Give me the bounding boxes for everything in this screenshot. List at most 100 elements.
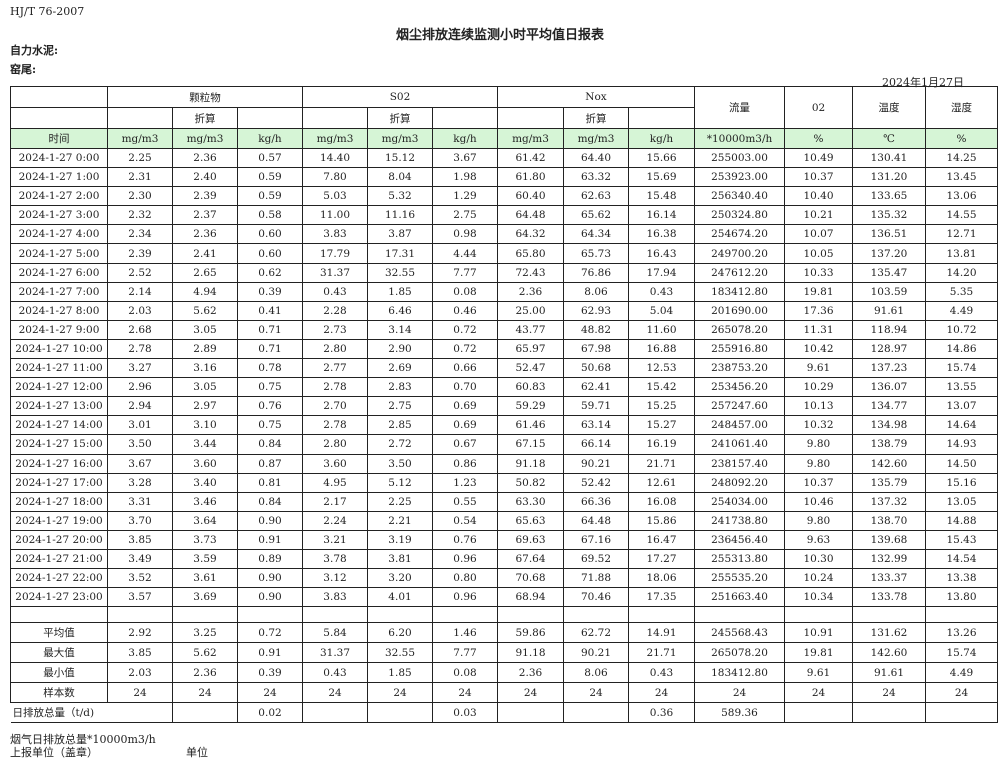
header-row-converted: 折算 折算 折算 bbox=[10, 107, 998, 129]
cell: 2.92 bbox=[107, 622, 173, 644]
table-row: 2024-1-27 12:00 2.96 3.05 0.75 2.78 2.83 0.70 6… bbox=[10, 377, 998, 398]
cell: 13.05 bbox=[925, 491, 998, 512]
cell: 0.70 bbox=[432, 377, 498, 398]
cell: 0.36 bbox=[628, 702, 695, 724]
cell: 8.06 bbox=[563, 662, 629, 684]
header-blank bbox=[237, 107, 303, 129]
row-label: 2024-1-27 13:00 bbox=[10, 396, 108, 417]
cell: 3.81 bbox=[367, 548, 433, 570]
cell: 3.52 bbox=[107, 568, 173, 589]
cell: 17.79 bbox=[302, 243, 368, 264]
cell: 255916.80 bbox=[694, 338, 785, 360]
cell: 14.91 bbox=[628, 622, 695, 644]
cell: 14.64 bbox=[925, 415, 998, 436]
cell: 2.96 bbox=[107, 377, 173, 398]
cell: 10.46 bbox=[784, 491, 853, 512]
cell: 0.43 bbox=[628, 281, 695, 302]
cell: 142.60 bbox=[852, 642, 926, 664]
cell: 2.77 bbox=[302, 358, 368, 379]
cell: 16.88 bbox=[628, 338, 695, 360]
cell: 14.86 bbox=[925, 338, 998, 360]
cell: 24 bbox=[563, 682, 629, 704]
row-label: 2024-1-27 17:00 bbox=[10, 472, 108, 493]
cell: 62.41 bbox=[563, 377, 629, 398]
cell: 2.36 bbox=[497, 281, 564, 302]
cell bbox=[628, 606, 695, 624]
cell: 59.29 bbox=[497, 396, 564, 417]
cell: 3.28 bbox=[107, 472, 173, 493]
cell: 24 bbox=[172, 682, 238, 704]
cell: 68.94 bbox=[497, 587, 564, 608]
row-label: 最大值 bbox=[10, 642, 108, 664]
cell: 2.78 bbox=[302, 415, 368, 436]
cell: 9.80 bbox=[784, 510, 853, 531]
company-label: 自力水泥: bbox=[10, 44, 59, 57]
cell: 255003.00 bbox=[694, 147, 785, 169]
cell bbox=[563, 702, 629, 724]
cell: 2.52 bbox=[107, 262, 173, 283]
cell: 91.61 bbox=[852, 300, 926, 321]
table-row: 2024-1-27 1:00 2.31 2.40 0.59 7.80 8.04 1.98 61… bbox=[10, 167, 998, 188]
cell: mg/m3 bbox=[497, 128, 564, 149]
cell: 103.59 bbox=[852, 281, 926, 302]
cell: 236456.40 bbox=[694, 529, 785, 550]
cell: 16.19 bbox=[628, 434, 695, 455]
cell: 137.32 bbox=[852, 491, 926, 512]
cell: 134.98 bbox=[852, 415, 926, 436]
cell: 0.90 bbox=[237, 568, 303, 589]
cell: 0.46 bbox=[432, 300, 498, 321]
cell: 24 bbox=[367, 682, 433, 704]
cell: 1.98 bbox=[432, 167, 498, 188]
cell: 2.37 bbox=[172, 205, 238, 226]
cell: 0.80 bbox=[432, 568, 498, 589]
cell: 2.75 bbox=[367, 396, 433, 417]
cell: 2.36 bbox=[172, 147, 238, 169]
cell: 2.80 bbox=[302, 338, 368, 360]
standard-code: HJ/T 76-2007 bbox=[10, 5, 85, 18]
summary-row: 样本数 24 24 24 24 24 24 24 24 24 24 24 24 24 bbox=[10, 682, 998, 704]
cell: 43.77 bbox=[497, 319, 564, 340]
cell: 2.89 bbox=[172, 338, 238, 360]
cell: 0.78 bbox=[237, 358, 303, 379]
cell: 4.01 bbox=[367, 587, 433, 608]
cell: 7.80 bbox=[302, 167, 368, 188]
cell: 50.68 bbox=[563, 358, 629, 379]
table-row: 2024-1-27 14:00 3.01 3.10 0.75 2.78 2.85 0.69 6… bbox=[10, 415, 998, 436]
cell: 67.98 bbox=[563, 338, 629, 360]
cell: 0.91 bbox=[237, 642, 303, 664]
cell: 91.61 bbox=[852, 662, 926, 684]
cell: 3.83 bbox=[302, 587, 368, 608]
cell: 3.19 bbox=[367, 529, 433, 550]
row-label: 2024-1-27 6:00 bbox=[10, 262, 108, 283]
cell: 3.05 bbox=[172, 377, 238, 398]
cell: 61.80 bbox=[497, 167, 564, 188]
cell bbox=[925, 702, 998, 724]
cell: 0.72 bbox=[237, 622, 303, 644]
cell: 1.23 bbox=[432, 472, 498, 493]
cell: 2.41 bbox=[172, 243, 238, 264]
cell: 90.21 bbox=[563, 642, 629, 664]
cell: 3.05 bbox=[172, 319, 238, 340]
cell: 76.86 bbox=[563, 262, 629, 283]
cell: 24 bbox=[237, 682, 303, 704]
cell: 10.91 bbox=[784, 622, 853, 644]
cell: 142.60 bbox=[852, 453, 926, 474]
cell: 24 bbox=[497, 682, 564, 704]
cell: 19.81 bbox=[784, 281, 853, 302]
cell: 15.86 bbox=[628, 510, 695, 531]
cell: 3.16 bbox=[172, 358, 238, 379]
cell: 13.06 bbox=[925, 186, 998, 207]
report-title: 烟尘排放连续监测小时平均值日报表 bbox=[395, 28, 604, 43]
cell: 265078.20 bbox=[694, 319, 785, 340]
cell: 2.30 bbox=[107, 186, 173, 207]
table-row: 2024-1-27 23:00 3.57 3.69 0.90 3.83 4.01 0.96 6… bbox=[10, 587, 998, 608]
cell: 5.32 bbox=[367, 186, 433, 207]
cell: 15.25 bbox=[628, 396, 695, 417]
cell: 238753.20 bbox=[694, 358, 785, 379]
cell: 0.96 bbox=[432, 548, 498, 570]
table-row: 2024-1-27 7:00 2.14 4.94 0.39 0.43 1.85 0.08 2.… bbox=[10, 281, 998, 302]
cell: 24 bbox=[784, 682, 853, 704]
cell: 2.36 bbox=[172, 224, 238, 245]
cell: 5.12 bbox=[367, 472, 433, 493]
cell: 10.42 bbox=[784, 338, 853, 360]
